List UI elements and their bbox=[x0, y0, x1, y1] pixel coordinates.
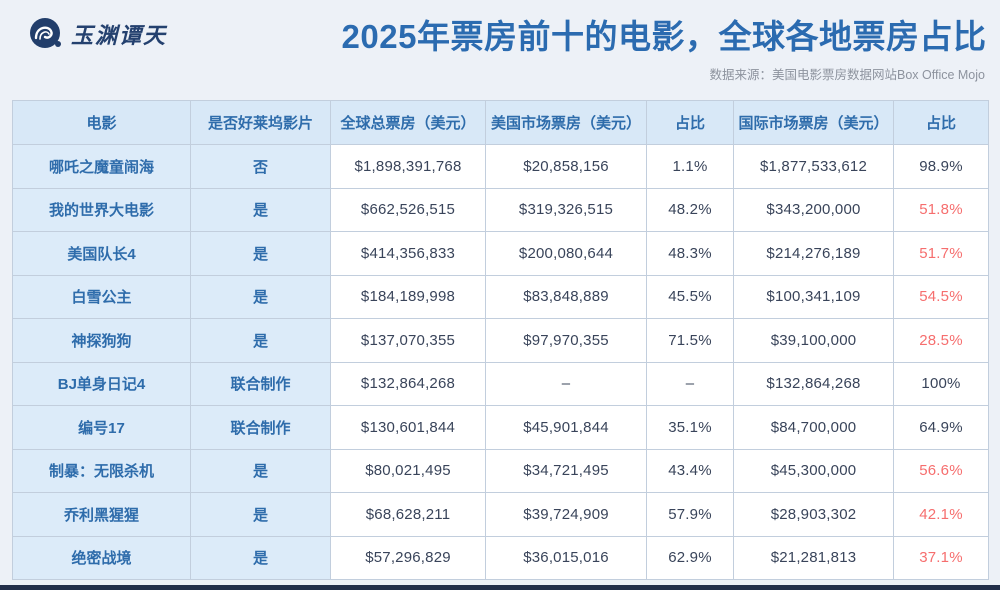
us-share-cell: 43.4% bbox=[646, 448, 734, 493]
intl-share-cell: 98.9% bbox=[893, 144, 989, 189]
global-gross-cell: $414,356,833 bbox=[330, 231, 486, 276]
hollywood-cell: 是 bbox=[190, 448, 331, 493]
intl-share-cell: 64.9% bbox=[893, 405, 989, 450]
us-share-cell: 62.9% bbox=[646, 535, 734, 580]
col-header-us-gross: 美国市场票房（美元） bbox=[485, 100, 647, 145]
intl-gross-cell: $28,903,302 bbox=[733, 492, 894, 537]
movie-title-cell: 白雪公主 bbox=[12, 274, 191, 319]
hollywood-cell: 否 bbox=[190, 144, 331, 189]
us-gross-cell: $83,848,889 bbox=[485, 274, 647, 319]
col-header-us-share: 占比 bbox=[646, 100, 734, 145]
us-gross-cell: $34,721,495 bbox=[485, 448, 647, 493]
intl-share-cell: 28.5% bbox=[893, 318, 989, 363]
col-header-global-gross: 全球总票房（美元） bbox=[330, 100, 486, 145]
global-gross-cell: $57,296,829 bbox=[330, 535, 486, 580]
intl-gross-cell: $45,300,000 bbox=[733, 448, 894, 493]
global-gross-cell: $1,898,391,768 bbox=[330, 144, 486, 189]
us-share-cell: 45.5% bbox=[646, 274, 734, 319]
col-header-hollywood: 是否好莱坞影片 bbox=[190, 100, 331, 145]
intl-share-cell: 51.8% bbox=[893, 187, 989, 232]
movie-title-cell: 我的世界大电影 bbox=[12, 187, 191, 232]
intl-gross-cell: $84,700,000 bbox=[733, 405, 894, 450]
col-header-movie: 电影 bbox=[12, 100, 191, 145]
table-row: BJ单身日记4 联合制作 $132,864,268 – – $132,864,2… bbox=[12, 361, 989, 406]
table-row: 乔利黑猩猩 是 $68,628,211 $39,724,909 57.9% $2… bbox=[12, 492, 989, 537]
intl-share-cell: 37.1% bbox=[893, 535, 989, 580]
hollywood-cell: 是 bbox=[190, 492, 331, 537]
hollywood-cell: 是 bbox=[190, 187, 331, 232]
us-share-cell: 1.1% bbox=[646, 144, 734, 189]
brand-logo: 玉渊谭天 bbox=[28, 16, 167, 52]
hollywood-cell: 是 bbox=[190, 318, 331, 363]
page-title: 2025年票房前十的电影，全球各地票房占比 bbox=[341, 18, 987, 55]
global-gross-cell: $130,601,844 bbox=[330, 405, 486, 450]
table-row: 美国队长4 是 $414,356,833 $200,080,644 48.3% … bbox=[12, 231, 989, 276]
table-row: 我的世界大电影 是 $662,526,515 $319,326,515 48.2… bbox=[12, 187, 989, 232]
intl-gross-cell: $21,281,813 bbox=[733, 535, 894, 580]
global-gross-cell: $184,189,998 bbox=[330, 274, 486, 319]
us-gross-cell: $319,326,515 bbox=[485, 187, 647, 232]
us-share-cell: 48.2% bbox=[646, 187, 734, 232]
us-gross-cell: $45,901,844 bbox=[485, 405, 647, 450]
movie-title-cell: BJ单身日记4 bbox=[12, 361, 191, 406]
table-row: 神探狗狗 是 $137,070,355 $97,970,355 71.5% $3… bbox=[12, 318, 989, 363]
movie-title-cell: 美国队长4 bbox=[12, 231, 191, 276]
intl-gross-cell: $132,864,268 bbox=[733, 361, 894, 406]
movie-title-cell: 乔利黑猩猩 bbox=[12, 492, 191, 537]
intl-gross-cell: $39,100,000 bbox=[733, 318, 894, 363]
intl-share-cell: 56.6% bbox=[893, 448, 989, 493]
us-share-cell: 35.1% bbox=[646, 405, 734, 450]
movie-title-cell: 制暴：无限杀机 bbox=[12, 448, 191, 493]
movie-title-cell: 哪吒之魔童闹海 bbox=[12, 144, 191, 189]
us-gross-cell: $97,970,355 bbox=[485, 318, 647, 363]
intl-share-cell: 51.7% bbox=[893, 231, 989, 276]
table-row: 制暴：无限杀机 是 $80,021,495 $34,721,495 43.4% … bbox=[12, 448, 989, 493]
data-source-note: 数据来源：美国电影票房数据网站Box Office Mojo bbox=[709, 68, 985, 82]
brand-name: 玉渊谭天 bbox=[71, 23, 168, 48]
global-gross-cell: $137,070,355 bbox=[330, 318, 486, 363]
us-share-cell: 48.3% bbox=[646, 231, 734, 276]
intl-gross-cell: $1,877,533,612 bbox=[733, 144, 894, 189]
table-row: 编号17 联合制作 $130,601,844 $45,901,844 35.1%… bbox=[12, 405, 989, 450]
us-gross-cell: $36,015,016 bbox=[485, 535, 647, 580]
intl-share-cell: 100% bbox=[893, 361, 989, 406]
movie-title-cell: 绝密战境 bbox=[12, 535, 191, 580]
us-share-cell: 71.5% bbox=[646, 318, 734, 363]
table-row: 白雪公主 是 $184,189,998 $83,848,889 45.5% $1… bbox=[12, 274, 989, 319]
global-gross-cell: $132,864,268 bbox=[330, 361, 486, 406]
movie-title-cell: 编号17 bbox=[12, 405, 191, 450]
whirl-logo-icon bbox=[30, 18, 61, 48]
us-share-cell: – bbox=[646, 361, 734, 406]
bottom-accent-bar bbox=[0, 585, 1000, 590]
us-gross-cell: – bbox=[485, 361, 647, 406]
table-row: 绝密战境 是 $57,296,829 $36,015,016 62.9% $21… bbox=[12, 535, 989, 580]
us-gross-cell: $200,080,644 bbox=[485, 231, 647, 276]
box-office-table: 电影 是否好莱坞影片 全球总票房（美元） 美国市场票房（美元） 占比 国际市场票… bbox=[12, 100, 989, 580]
intl-gross-cell: $343,200,000 bbox=[733, 187, 894, 232]
global-gross-cell: $68,628,211 bbox=[330, 492, 486, 537]
hollywood-cell: 联合制作 bbox=[190, 361, 331, 406]
hollywood-cell: 是 bbox=[190, 535, 331, 580]
intl-gross-cell: $100,341,109 bbox=[733, 274, 894, 319]
global-gross-cell: $80,021,495 bbox=[330, 448, 486, 493]
col-header-intl-gross: 国际市场票房（美元） bbox=[733, 100, 894, 145]
intl-share-cell: 54.5% bbox=[893, 274, 989, 319]
us-gross-cell: $39,724,909 bbox=[485, 492, 647, 537]
us-share-cell: 57.9% bbox=[646, 492, 734, 537]
movie-title-cell: 神探狗狗 bbox=[12, 318, 191, 363]
global-gross-cell: $662,526,515 bbox=[330, 187, 486, 232]
intl-gross-cell: $214,276,189 bbox=[733, 231, 894, 276]
table-header-row: 电影 是否好莱坞影片 全球总票房（美元） 美国市场票房（美元） 占比 国际市场票… bbox=[12, 100, 989, 145]
table-row: 哪吒之魔童闹海 否 $1,898,391,768 $20,858,156 1.1… bbox=[12, 144, 989, 189]
hollywood-cell: 联合制作 bbox=[190, 405, 331, 450]
hollywood-cell: 是 bbox=[190, 231, 331, 276]
hollywood-cell: 是 bbox=[190, 274, 331, 319]
intl-share-cell: 42.1% bbox=[893, 492, 989, 537]
us-gross-cell: $20,858,156 bbox=[485, 144, 647, 189]
col-header-intl-share: 占比 bbox=[893, 100, 989, 145]
